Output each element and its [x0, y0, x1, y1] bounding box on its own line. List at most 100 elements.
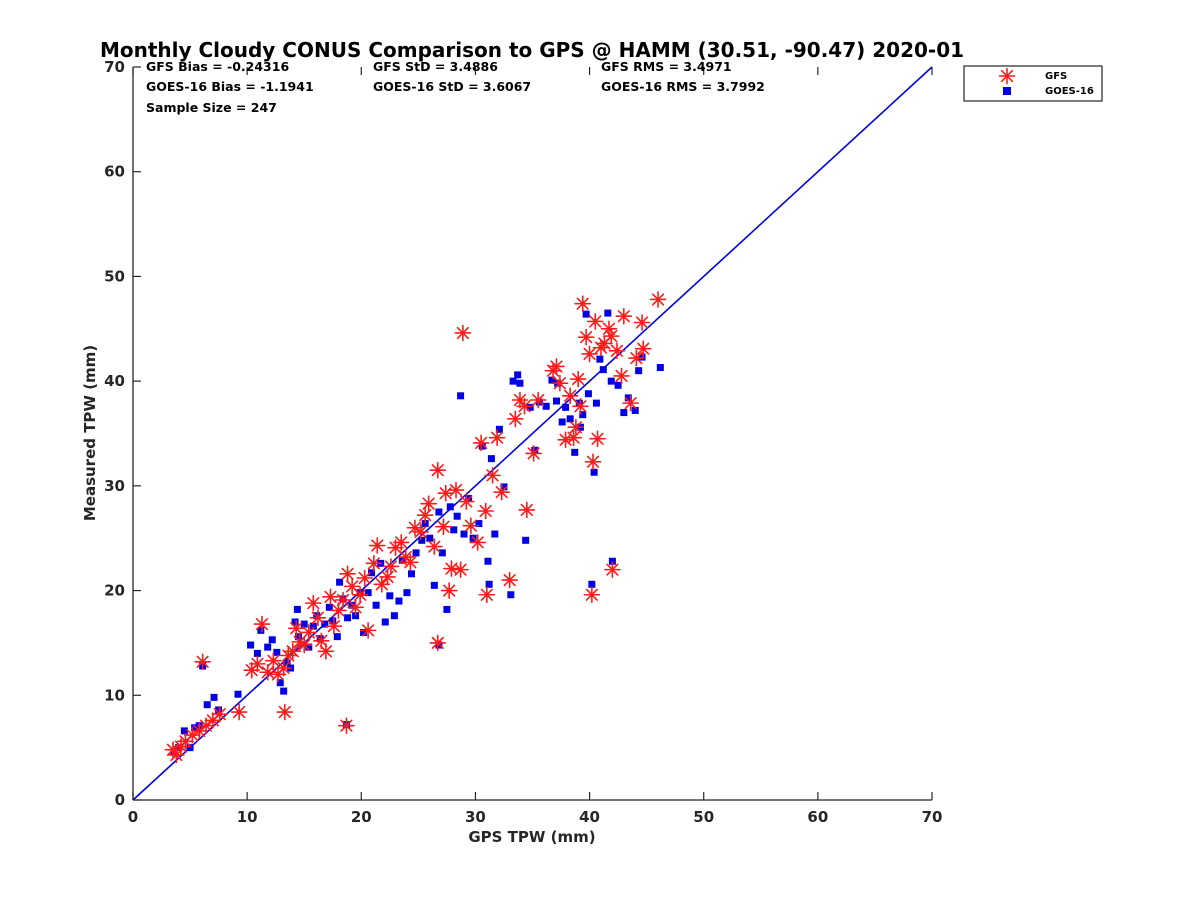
goes16-point	[203, 701, 211, 709]
x-tick-label: 20	[351, 808, 372, 826]
gfs-point	[628, 349, 645, 367]
goes16-std-text: GOES-16 StD = 3.6067	[373, 79, 531, 94]
x-tick-label: 10	[237, 808, 258, 826]
goes16-point	[584, 390, 592, 398]
gfs-point	[437, 484, 455, 502]
gfs-point	[472, 434, 490, 452]
gfs-point	[322, 588, 339, 606]
gfs-point	[478, 586, 496, 604]
goes16-point	[453, 512, 461, 520]
gfs-point	[317, 643, 335, 660]
goes16-point	[325, 603, 333, 611]
gfs-point	[584, 453, 602, 471]
goes16-point	[656, 364, 664, 372]
gfs-point	[608, 342, 626, 360]
goes16-point	[390, 612, 398, 620]
goes16-point	[487, 455, 495, 463]
gfs-point	[516, 397, 533, 415]
gfs-point	[447, 481, 465, 499]
goes16-point	[635, 367, 643, 375]
gfs-point	[300, 624, 318, 641]
goes16-point	[596, 355, 604, 363]
goes16-point	[514, 371, 522, 379]
gfs-point	[634, 340, 652, 357]
goes16-point	[333, 633, 341, 641]
goes16-point	[638, 353, 646, 361]
goes16-point	[329, 617, 337, 625]
goes16-point	[264, 643, 272, 651]
statistics-block: GFS Bias = -0.24316 GFS StD = 3.4886 GFS…	[146, 59, 765, 115]
goes16-point	[381, 618, 389, 626]
goes16-point	[558, 418, 566, 426]
gfs-point	[507, 410, 524, 428]
goes16-point	[604, 309, 612, 317]
goes16-point	[234, 690, 242, 698]
gfs-point	[581, 345, 598, 363]
gfs-point	[565, 429, 582, 446]
y-tick-label: 10	[104, 686, 125, 704]
goes16-point	[276, 679, 284, 687]
gfs-point	[412, 523, 429, 541]
goes16-point	[247, 641, 255, 649]
goes16-point	[321, 620, 329, 628]
goes16-point	[478, 442, 486, 450]
gfs-point	[529, 391, 547, 409]
gfs-point	[572, 397, 589, 415]
goes16-point	[430, 581, 438, 589]
gfs-point	[305, 594, 322, 612]
gfs-point	[462, 517, 480, 534]
goes16-point	[443, 605, 451, 613]
goes16-point	[418, 536, 426, 544]
goes16-point	[395, 597, 403, 605]
legend-goes16-marker	[1003, 87, 1011, 95]
gfs-point	[557, 431, 574, 449]
goes16-point	[608, 557, 616, 565]
gfs-point	[429, 461, 447, 479]
goes16-point	[180, 727, 188, 735]
gfs-point	[382, 558, 400, 575]
y-tick-label: 20	[104, 582, 125, 600]
goes16-point	[186, 744, 194, 752]
goes16-point	[344, 614, 352, 622]
gfs-point	[615, 307, 633, 325]
gfs-point	[416, 506, 434, 524]
gfs-points	[164, 291, 667, 764]
gfs-point	[230, 703, 248, 721]
goes16-point	[507, 591, 515, 599]
goes16-point	[438, 549, 446, 557]
gfs-point	[392, 534, 410, 551]
gfs-point	[586, 313, 604, 330]
gfs-point	[484, 467, 501, 484]
goes16-point	[509, 377, 517, 385]
goes16-point	[403, 589, 411, 597]
gfs-point	[334, 591, 352, 609]
goes16-point	[571, 448, 579, 456]
goes16-point	[348, 601, 356, 609]
y-tick-label: 40	[104, 372, 125, 390]
goes16-point	[175, 744, 183, 752]
gfs-point	[574, 295, 592, 312]
goes16-point	[435, 508, 443, 516]
goes16-point	[283, 659, 291, 667]
goes16-point	[542, 402, 550, 410]
legend-goes16-label: GOES-16	[1045, 86, 1094, 97]
goes16-point	[309, 622, 317, 630]
goes16-rms-text: GOES-16 RMS = 3.7992	[601, 79, 765, 94]
goes16-point	[566, 415, 574, 423]
gfs-point	[339, 565, 356, 583]
gfs-point	[488, 429, 506, 446]
goes16-point	[421, 520, 429, 528]
gfs-point	[613, 367, 630, 385]
goes16-point	[620, 409, 628, 417]
goes16-point	[191, 724, 199, 732]
gfs-point	[551, 374, 569, 392]
gfs-point	[452, 561, 469, 578]
sample-size-text: Sample Size = 247	[146, 100, 277, 115]
goes16-point	[526, 403, 534, 411]
goes16-point	[548, 376, 556, 384]
gfs-point	[276, 703, 294, 721]
x-tick-label: 30	[465, 808, 486, 826]
legend-gfs-label: GFS	[1045, 71, 1067, 82]
gfs-point	[454, 324, 472, 342]
gfs-point	[426, 538, 443, 555]
